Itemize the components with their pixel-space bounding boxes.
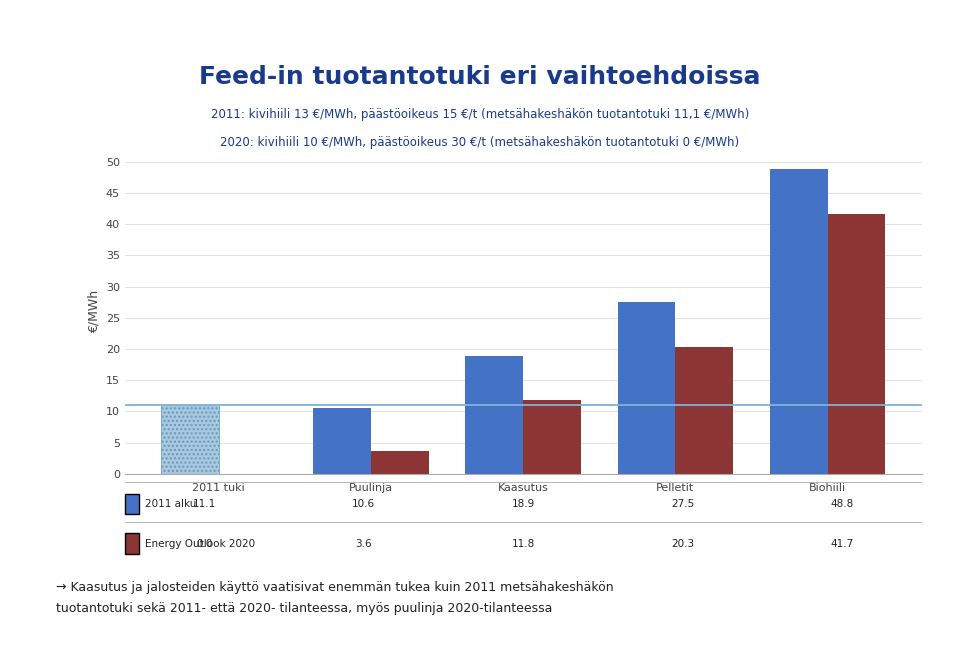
Bar (466, 356, 523, 474)
Text: 3.6: 3.6 (355, 539, 372, 548)
Text: 28.11.2012: 28.11.2012 (676, 21, 735, 32)
Bar (828, 214, 885, 474)
Text: Energy Outlook 2020: Energy Outlook 2020 (145, 539, 254, 548)
Y-axis label: €/MWh: €/MWh (87, 290, 100, 333)
Bar (371, 451, 429, 474)
Bar (617, 302, 676, 474)
FancyBboxPatch shape (125, 494, 139, 514)
Text: 18.9: 18.9 (512, 499, 535, 509)
Text: 11.8: 11.8 (512, 539, 535, 548)
Text: 2011: kivihiili 13 €/MWh, päästöoikeus 15 €/t (metsähakeshäkön tuotantotuki 11,1: 2011: kivihiili 13 €/MWh, päästöoikeus 1… (211, 108, 749, 121)
Text: 2020: kivihiili 10 €/MWh, päästöoikeus 30 €/t (metsähakeshäkön tuotantotuki 0 €/: 2020: kivihiili 10 €/MWh, päästöoikeus 3… (221, 136, 739, 149)
Text: 10.6: 10.6 (352, 499, 375, 509)
Bar (523, 400, 581, 474)
Text: Feed-in tuotantotuki eri vaihtoehdoissa: Feed-in tuotantotuki eri vaihtoehdoissa (200, 65, 760, 88)
Text: 48.8: 48.8 (830, 499, 853, 509)
Text: 0.0: 0.0 (196, 539, 213, 548)
Text: 20.3: 20.3 (671, 539, 694, 548)
Bar (161, 404, 219, 474)
Text: 41.7: 41.7 (830, 539, 853, 548)
Bar (676, 347, 733, 474)
Bar (313, 408, 371, 474)
Text: → Kaasutus ja jalosteiden käyttö vaatisivat enemmän tukea kuin 2011 metsähakeshä: → Kaasutus ja jalosteiden käyttö vaatisi… (56, 582, 613, 615)
Text: 2011 alku: 2011 alku (145, 499, 196, 509)
Bar (770, 169, 828, 474)
Text: 11: 11 (774, 20, 791, 33)
Text: 11.1: 11.1 (193, 499, 216, 509)
Text: 27.5: 27.5 (671, 499, 694, 509)
FancyBboxPatch shape (125, 533, 139, 554)
